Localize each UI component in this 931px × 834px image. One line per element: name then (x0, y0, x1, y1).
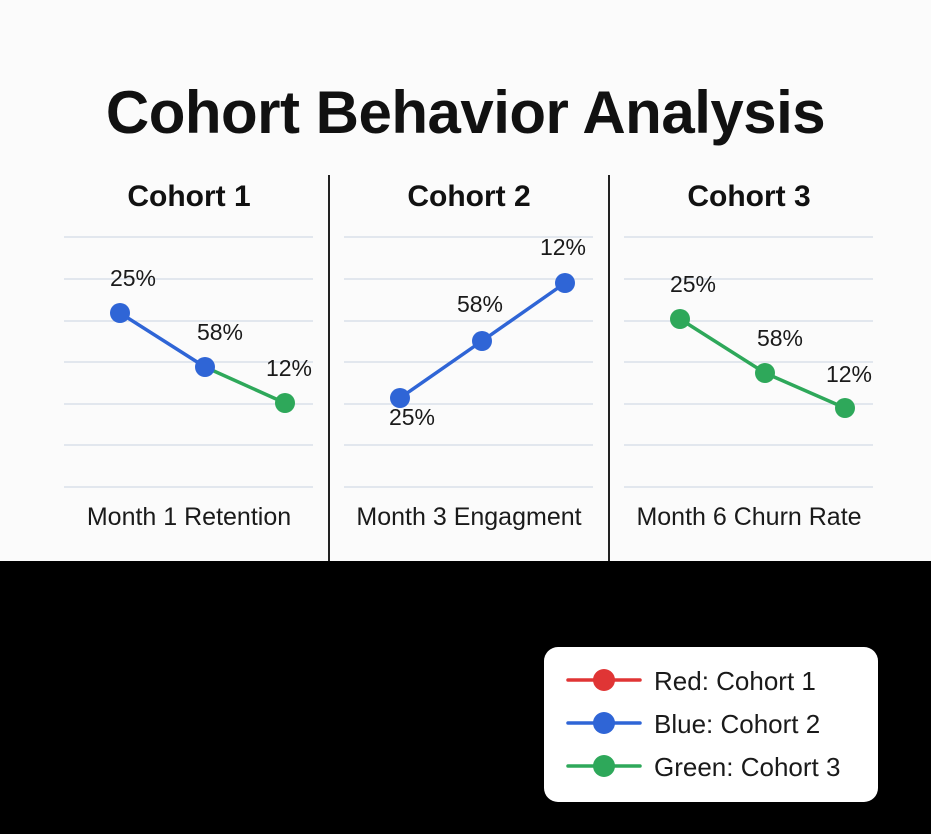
data-label-2-2: 58% (457, 291, 503, 317)
legend-item-red: Red: Cohort 1 (544, 660, 878, 700)
data-point-1-3 (275, 393, 295, 413)
legend-item-green: Green: Cohort 3 (544, 746, 878, 786)
panel-title-2: Cohort 2 (407, 180, 530, 213)
data-point-3-2 (755, 363, 775, 383)
panel-divider-2 (608, 175, 610, 561)
data-label-3-1: 25% (670, 271, 716, 297)
series-segment-3-1 (678, 317, 767, 375)
x-axis-label-1: Month 1 Retention (87, 503, 291, 531)
series-segment-1-1 (118, 311, 207, 369)
data-label-1-2: 58% (197, 319, 243, 345)
legend-label-blue: Blue: Cohort 2 (654, 709, 821, 739)
data-label-2-3: 12% (540, 234, 586, 260)
legend-swatch-red (566, 669, 642, 691)
charts-svg: Cohort 1 25% 58% 12% Month 1 Retention Cohort… (64, 180, 873, 531)
series-segment-2-2 (480, 281, 567, 343)
series-segment-3-2 (763, 371, 847, 410)
data-point-2-1 (390, 388, 410, 408)
legend-swatch-green (566, 755, 642, 777)
panel-title-1: Cohort 1 (127, 180, 250, 213)
legend-swatch-blue (566, 712, 642, 734)
data-point-3-1 (670, 309, 690, 329)
data-point-2-3 (555, 273, 575, 293)
series-segment-1-2 (203, 365, 287, 405)
data-point-1-1 (110, 303, 130, 323)
legend: Red: Cohort 1 Blue: Cohort 2 Green: Coho… (544, 647, 878, 802)
data-label-1-1: 25% (110, 265, 156, 291)
legend-marker-1 (593, 669, 615, 691)
legend-marker-3 (593, 755, 615, 777)
panel-divider-1 (328, 175, 330, 561)
x-axis-label-2: Month 3 Engagment (356, 503, 581, 531)
chart-title: Cohort Behavior Analysis (105, 79, 826, 146)
panel-title-3: Cohort 3 (687, 180, 810, 213)
data-point-1-2 (195, 357, 215, 377)
data-label-3-2: 58% (757, 325, 803, 351)
data-label-1-3: 12% (266, 355, 312, 381)
series-segment-2-1 (398, 339, 484, 400)
data-point-2-2 (472, 331, 492, 351)
legend-label-green: Green: Cohort 3 (654, 752, 841, 782)
data-label-3-3: 12% (826, 361, 872, 387)
chart-area (0, 0, 931, 561)
data-label-2-1: 25% (389, 404, 435, 430)
legend-marker-2 (593, 712, 615, 734)
x-axis-label-3: Month 6 Churn Rate (636, 503, 861, 531)
legend-label-red: Red: Cohort 1 (654, 666, 816, 696)
data-point-3-3 (835, 398, 855, 418)
legend-item-blue: Blue: Cohort 2 (544, 703, 878, 743)
